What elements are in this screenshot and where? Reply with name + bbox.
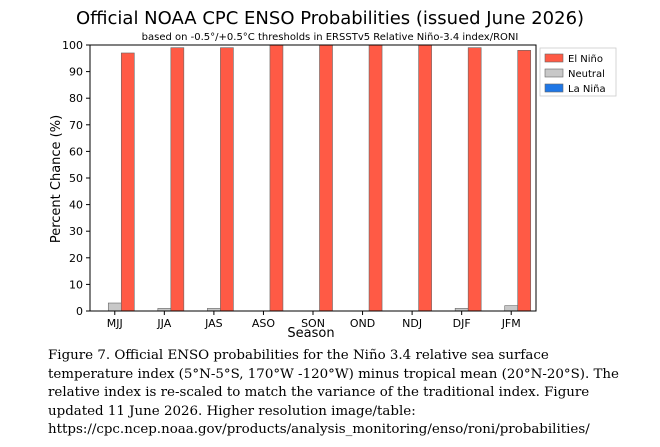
- x-tick-label: MJJ: [107, 317, 123, 330]
- bar-elnio-ond: [368, 44, 383, 312]
- bar-elnio-ndj: [418, 44, 432, 312]
- y-tick-label: 30: [69, 225, 83, 238]
- axes-layer: 0 10 20 30 40 50 60 70 80 90 100 MJJ JJA JAS ASO SON OND…: [62, 39, 537, 330]
- y-tick-label: 10: [69, 278, 83, 291]
- figure-caption: Figure 7. Official ENSO probabilities fo…: [48, 348, 619, 437]
- legend-label: El Niño: [568, 54, 603, 65]
- y-tick-label: 100: [62, 39, 83, 52]
- y-tick-label: 70: [69, 119, 83, 132]
- x-tick-label: ASO: [252, 317, 276, 330]
- y-tick-label: 50: [69, 172, 83, 185]
- legend-swatch: [544, 53, 564, 63]
- y-tick-label: 90: [69, 66, 83, 79]
- legend: El Niño Neutral La Niña: [539, 47, 617, 97]
- enso-probability-chart: 0 10 20 30 40 50 60 70 80 90 100 MJJ JJA JAS ASO SON OND…: [49, 39, 617, 341]
- bar-elnio-jja: [170, 47, 185, 312]
- y-tick-label: 0: [76, 305, 83, 318]
- bar-neutral-mjj: [107, 302, 122, 312]
- bar-elnio-aso: [269, 44, 284, 312]
- bar-elnio-jfm: [517, 50, 532, 312]
- x-tick-label: DJF: [453, 317, 471, 330]
- legend-label: Neutral: [568, 69, 605, 80]
- legend-swatch: [544, 68, 564, 78]
- x-tick-label: JJA: [156, 317, 171, 330]
- x-tick-label: JFM: [501, 317, 521, 330]
- chart-subtitle: based on -0.5°/+0.5°C thresholds in ERSS…: [141, 32, 519, 43]
- y-tick-label: 60: [69, 145, 83, 158]
- bar-elnio-son: [319, 44, 333, 312]
- x-tick-label: OND: [350, 317, 375, 330]
- y-axis-label: Percent Chance (%): [49, 115, 64, 243]
- legend-swatch: [544, 83, 564, 93]
- bar-elnio-mjj: [120, 52, 135, 312]
- bars-layer: [107, 44, 532, 312]
- x-tick-label: SON: [301, 317, 325, 330]
- y-tick-label: 80: [69, 92, 83, 105]
- x-tick-label: JAS: [204, 317, 223, 330]
- legend-label: La Niña: [568, 84, 606, 95]
- bar-neutral-jfm: [504, 305, 519, 312]
- bar-elnio-djf: [467, 47, 482, 312]
- x-axis-label: Season: [287, 326, 334, 341]
- y-tick-label: 40: [69, 199, 83, 212]
- bar-elnio-jas: [220, 47, 234, 312]
- x-tick-label: NDJ: [402, 317, 422, 330]
- chart-title: Official NOAA CPC ENSO Probabilities (is…: [75, 8, 585, 29]
- y-tick-label: 20: [69, 252, 83, 265]
